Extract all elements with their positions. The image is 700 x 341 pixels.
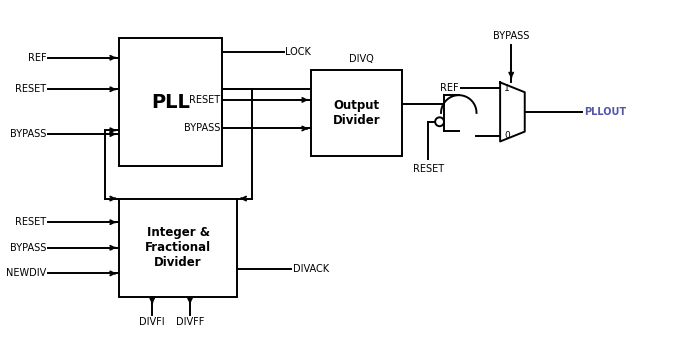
Text: RESET: RESET xyxy=(190,95,220,105)
Text: RESET: RESET xyxy=(15,84,46,94)
Text: BYPASS: BYPASS xyxy=(10,129,46,139)
Text: BYPASS: BYPASS xyxy=(493,31,529,41)
Text: RESET: RESET xyxy=(15,217,46,227)
Text: RESET: RESET xyxy=(413,164,444,174)
Text: PLLOUT: PLLOUT xyxy=(584,107,626,117)
Text: Integer &
Fractional
Divider: Integer & Fractional Divider xyxy=(145,226,211,269)
Bar xyxy=(119,38,223,166)
Text: DIVFI: DIVFI xyxy=(139,317,165,327)
Bar xyxy=(311,70,402,156)
Text: Output
Divider: Output Divider xyxy=(332,99,380,127)
Text: DIVQ: DIVQ xyxy=(349,54,373,64)
Text: PLL: PLL xyxy=(151,92,190,112)
Text: REF: REF xyxy=(27,53,46,63)
Text: 0: 0 xyxy=(504,131,510,140)
Text: DIVFF: DIVFF xyxy=(176,317,204,327)
Bar xyxy=(119,198,237,297)
Text: DIVACK: DIVACK xyxy=(293,265,330,275)
Text: 1: 1 xyxy=(504,84,510,93)
Text: LOCK: LOCK xyxy=(286,47,312,57)
Text: REF: REF xyxy=(440,83,458,93)
Text: NEWDIV: NEWDIV xyxy=(6,268,46,278)
Text: BYPASS: BYPASS xyxy=(10,243,46,253)
Text: BYPASS: BYPASS xyxy=(184,123,220,133)
